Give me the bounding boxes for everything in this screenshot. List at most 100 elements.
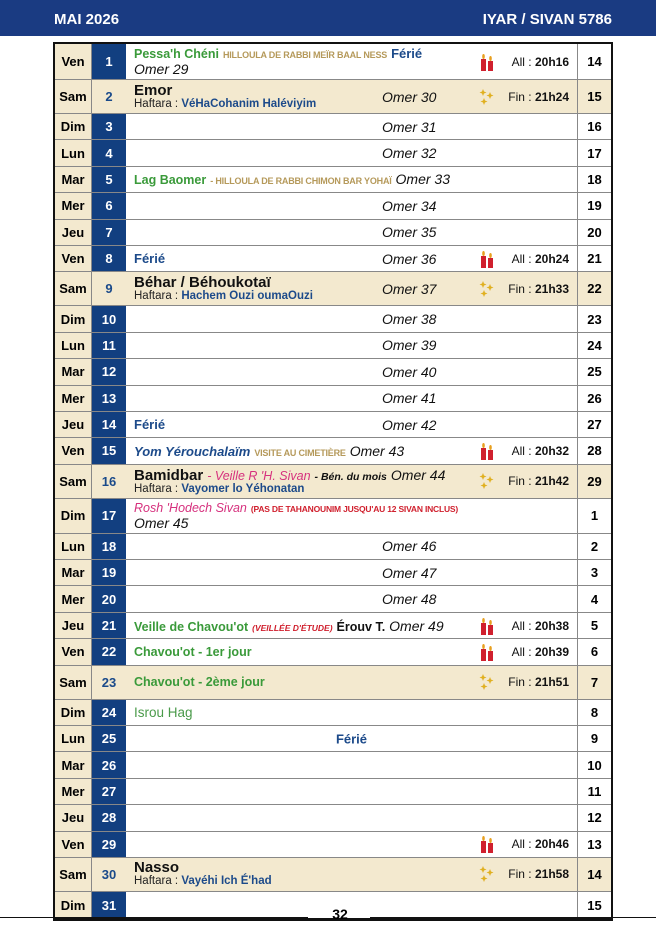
hebrew-date: 29 xyxy=(577,464,611,498)
day-events: Férié xyxy=(126,726,577,751)
day-number: 28 xyxy=(92,805,126,831)
time-label: Fin : xyxy=(508,474,535,489)
zmanim-area xyxy=(477,114,577,139)
hebrew-date: 26 xyxy=(577,385,611,411)
table-row: Ven 1 Pessa'h Chéni HILLOULA DE RABBI MEÏR … xyxy=(55,44,611,80)
day-number: 17 xyxy=(92,498,126,533)
weekday: Lun xyxy=(55,332,92,359)
omer-count: Omer 48 xyxy=(382,591,437,608)
divider xyxy=(370,917,656,918)
event-line: Yom Yérouchalaïm VISITE AU CIMETIÈRE Omer … xyxy=(134,443,477,459)
time-value: 21h58 xyxy=(534,867,569,882)
zmanim-area xyxy=(477,386,577,411)
zmanim-area: All : 20h32 xyxy=(477,438,577,463)
hebrew-month: IYAR / SIVAN 5786 xyxy=(482,11,612,28)
shabbat-end-time: Fin : 21h58 xyxy=(508,867,569,881)
candles-icon xyxy=(479,617,495,635)
weekday: Mer xyxy=(55,385,92,411)
haftara: Haftara : Vayéhi Ich É'had xyxy=(134,875,477,888)
event-text: Emor xyxy=(134,81,173,99)
hebrew-date: 15 xyxy=(577,80,611,113)
weekday: Sam xyxy=(55,464,92,498)
omer-count: Omer 34 xyxy=(382,197,437,214)
event-text: Bamidbar xyxy=(134,466,204,484)
haftara: Haftara : Vayomer lo Yéhonatan xyxy=(134,483,477,496)
day-number: 20 xyxy=(92,586,126,612)
zmanim-area: All : 20h39 xyxy=(477,639,577,664)
weekday: Ven xyxy=(55,438,92,464)
table-row: Mer 13 Omer 41 26 xyxy=(55,385,611,412)
time-label: Fin : xyxy=(508,675,535,690)
omer-count: Omer 41 xyxy=(382,390,437,407)
hebrew-date: 12 xyxy=(577,805,611,831)
day-events: Yom Yérouchalaïm VISITE AU CIMETIÈRE Omer … xyxy=(126,438,577,463)
hebrew-date: 6 xyxy=(577,639,611,665)
day-events: Omer 38 xyxy=(126,306,577,331)
event-text: Férié xyxy=(391,46,423,61)
zmanim-area: All : 20h24 xyxy=(477,246,577,271)
day-events: Omer 40 xyxy=(126,359,577,384)
day-events: Omer 31 xyxy=(126,114,577,139)
event-text: Férié xyxy=(134,251,166,267)
day-events: Lag Baomer - HILLOULA DE RABBI CHIMON BAR… xyxy=(126,167,577,192)
candle-lighting-time: All : 20h32 xyxy=(512,444,569,458)
stars-icon xyxy=(479,472,495,490)
weekday: Lun xyxy=(55,140,92,166)
weekday: Sam xyxy=(55,272,92,306)
day-number: 3 xyxy=(92,114,126,140)
table-row: Dim 10 Omer 38 23 xyxy=(55,306,611,333)
candles-icon xyxy=(479,835,495,854)
event-text: - HILLOULA DE RABBI CHIMON BAR YOHAÏ xyxy=(210,176,392,187)
table-row: Ven 29 All : 20h46 13 xyxy=(55,831,611,858)
zmanim-area xyxy=(477,220,577,245)
day-events: Omer 30 Emor Haftara : VéHaCohanim Haléviy… xyxy=(126,80,577,113)
zmanim-area xyxy=(477,167,577,192)
omer-count: Omer 45 xyxy=(134,514,189,531)
zmanim-area: Fin : 21h33 xyxy=(477,272,577,305)
hebrew-date: 27 xyxy=(577,411,611,438)
omer-count: Omer 36 xyxy=(382,250,437,267)
event-line: Bamidbar - Veille R 'H. Sivan - Bén. du mo… xyxy=(134,467,477,483)
time-label: All : xyxy=(511,443,535,458)
zmanim-area: All : 20h46 xyxy=(477,832,577,857)
time-value: 20h32 xyxy=(534,443,569,458)
day-events: Chavou'ot - 1er jour All : 20h39 xyxy=(126,639,577,664)
hebrew-date: 9 xyxy=(577,726,611,752)
table-row: Ven 8 Omer 36 Férié All : 20h24 21 xyxy=(55,245,611,273)
table-row: Jeu 28 12 xyxy=(55,805,611,832)
zmanim-area xyxy=(477,752,577,777)
event-area xyxy=(134,779,477,804)
zmanim-area xyxy=(477,700,577,725)
time-label: All : xyxy=(511,251,535,266)
candles-icon xyxy=(479,250,495,268)
event-text: Béhar / Béhoukotaï xyxy=(134,273,271,291)
table-row: Mer 6 Omer 34 19 xyxy=(55,193,611,220)
zmanim-area xyxy=(477,499,577,533)
weekday: Mar xyxy=(55,166,92,193)
day-number: 16 xyxy=(92,464,126,498)
day-events: Omer 41 xyxy=(126,386,577,411)
day-number: 2 xyxy=(92,80,126,113)
event-area xyxy=(134,752,477,777)
weekday: Mer xyxy=(55,586,92,612)
event-line: Lag Baomer - HILLOULA DE RABBI CHIMON BAR… xyxy=(134,171,477,187)
omer-count: Omer 33 xyxy=(395,171,451,188)
event-line: Nasso xyxy=(134,860,477,875)
hebrew-date: 28 xyxy=(577,438,611,464)
table-row: Lun 4 Omer 32 17 xyxy=(55,140,611,167)
zmanim-area xyxy=(477,586,577,611)
omer-count: Omer 46 xyxy=(382,538,437,555)
zmanim-area: Fin : 21h42 xyxy=(477,465,577,498)
hebrew-date: 2 xyxy=(577,533,611,560)
weekday: Jeu xyxy=(55,411,92,438)
zmanim-area xyxy=(477,779,577,804)
zmanim-area xyxy=(477,140,577,165)
hebrew-date: 5 xyxy=(577,612,611,639)
hebrew-date: 22 xyxy=(577,272,611,306)
event-text: Férié xyxy=(335,731,368,747)
time-label: Fin : xyxy=(508,281,535,296)
day-number: 19 xyxy=(92,560,126,586)
day-number: 30 xyxy=(92,857,126,891)
table-row: Ven 22 Chavou'ot - 1er jour All : 20h39 6 xyxy=(55,639,611,666)
table-row: Mar 19 Omer 47 3 xyxy=(55,560,611,587)
